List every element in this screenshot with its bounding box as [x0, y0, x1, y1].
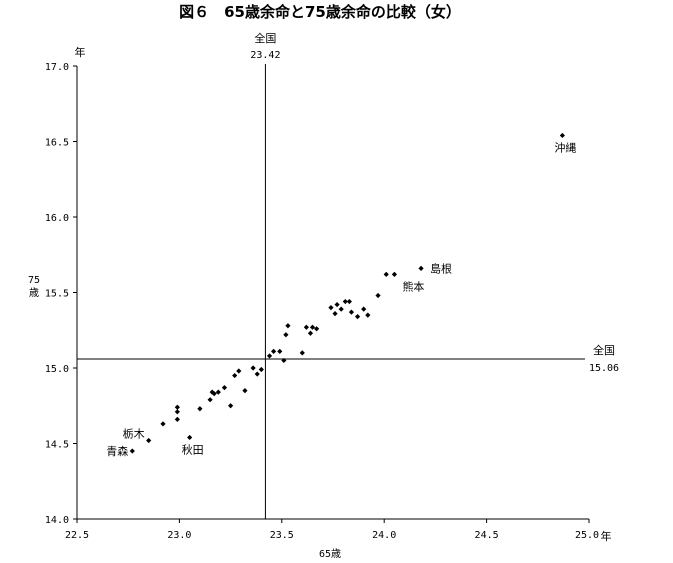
y-axis-unit: 年	[75, 45, 86, 59]
data-point	[354, 314, 361, 320]
data-point	[338, 306, 344, 312]
data-point	[242, 388, 248, 394]
data-point	[281, 357, 287, 364]
data-point	[209, 389, 215, 395]
data-point	[236, 368, 242, 374]
data-point	[129, 448, 135, 454]
data-point	[266, 353, 273, 359]
axis-ticks: 22.5 23.0 23.5 24.0 24.5 25.0 14.0 14.5 15.0 15.5…	[45, 62, 599, 541]
x-tick-label: 23.0	[167, 530, 191, 541]
data-point	[221, 385, 228, 391]
data-point	[271, 348, 277, 354]
data-point	[160, 421, 166, 427]
data-point	[146, 437, 152, 444]
data-points	[129, 132, 565, 454]
data-point	[332, 311, 338, 317]
data-point	[303, 324, 309, 330]
reference-lines: 全国 23.42 全国 15.06	[77, 31, 619, 519]
data-point	[365, 312, 371, 318]
y-tick-label: 14.0	[45, 515, 69, 526]
x-tick-label: 22.5	[65, 530, 89, 541]
data-point	[334, 301, 340, 308]
point-label: 熊本	[402, 279, 424, 293]
horizontal-reference-label: 全国	[593, 343, 615, 357]
data-point	[254, 371, 260, 377]
plot-axes	[76, 66, 589, 520]
data-point	[258, 366, 264, 373]
x-axis-unit: 年	[601, 529, 612, 543]
x-tick-label: 24.5	[475, 530, 499, 541]
data-point	[283, 332, 289, 338]
data-point	[232, 372, 238, 379]
y-axis-label-line: 75	[28, 275, 40, 286]
point-label: 青森	[106, 444, 128, 458]
y-tick-label: 15.5	[45, 289, 69, 300]
data-point	[309, 324, 316, 330]
vertical-reference-label: 全国	[254, 31, 276, 45]
data-point	[361, 306, 367, 312]
data-point	[174, 409, 180, 415]
data-point	[383, 271, 389, 277]
vertical-reference-value: 23.42	[250, 50, 280, 61]
point-label: 島根	[430, 261, 452, 275]
x-tick-label: 23.5	[270, 530, 294, 541]
y-axis-label: 75 歳	[28, 275, 40, 299]
data-point	[299, 350, 305, 356]
y-tick-label: 15.0	[45, 364, 69, 375]
data-point	[346, 298, 352, 305]
data-point	[211, 391, 217, 397]
y-tick-label: 16.0	[45, 213, 69, 224]
data-point	[307, 330, 314, 336]
x-tick-label: 25.0	[575, 530, 599, 541]
data-point	[314, 326, 320, 332]
x-tick-label: 24.0	[372, 530, 396, 541]
data-point	[342, 298, 348, 305]
data-point	[328, 305, 334, 311]
data-point	[285, 323, 291, 329]
data-point	[228, 403, 234, 409]
data-point	[207, 397, 213, 403]
point-label: 沖縄	[554, 140, 576, 154]
data-point	[375, 292, 381, 299]
data-point	[418, 265, 424, 271]
data-point	[215, 389, 221, 395]
point-label: 秋田	[182, 442, 204, 456]
data-point	[174, 404, 180, 410]
point-label: 栃木	[123, 426, 145, 440]
data-point	[174, 416, 180, 422]
data-point	[348, 309, 355, 315]
data-point	[559, 132, 565, 139]
data-point	[391, 271, 398, 277]
data-point	[197, 406, 203, 412]
y-axis-label-line: 歳	[29, 287, 39, 299]
y-tick-label: 17.0	[45, 62, 69, 73]
x-axis-label: 65歳	[319, 548, 341, 560]
chart-title: 図６ 65歳余命と75歳余命の比較（女）	[179, 3, 461, 21]
data-point	[187, 434, 193, 441]
horizontal-reference-value: 15.06	[589, 363, 619, 374]
data-point	[250, 365, 256, 371]
y-tick-label: 16.5	[45, 138, 69, 149]
y-tick-label: 14.5	[45, 440, 69, 451]
data-point	[277, 348, 283, 354]
